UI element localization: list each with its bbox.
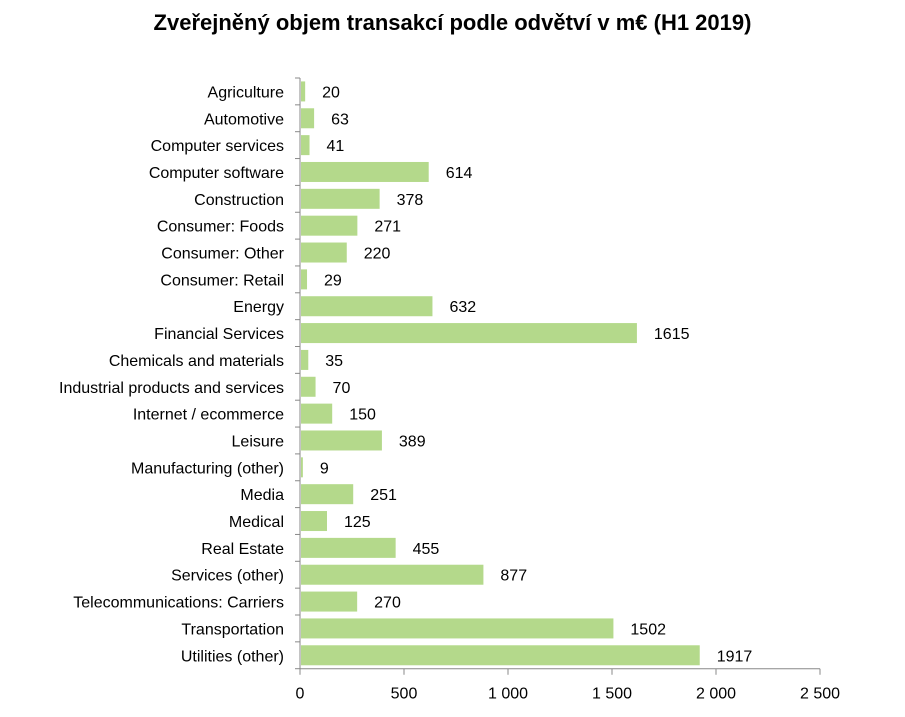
value-label: 35 [325,353,343,370]
x-tick-label: 1 000 [488,686,528,703]
bar [301,161,429,182]
bar [301,323,637,344]
category-label: Energy [233,299,284,316]
category-label: Financial Services [154,326,284,343]
category-label: Internet / ecommerce [133,407,284,424]
x-tick-label: 0 [296,686,305,703]
value-label: 20 [322,84,340,101]
bar [301,457,303,478]
bar [301,618,614,639]
value-label: 378 [397,192,424,209]
bar [301,188,380,209]
bar [301,296,433,317]
category-label: Industrial products and services [59,380,284,397]
x-tick-label: 1 500 [592,686,632,703]
chart-title: Zveřejněný objem transakcí podle odvětví… [153,10,752,35]
value-label: 150 [349,407,376,424]
value-label: 270 [374,595,401,612]
category-label: Computer software [149,165,284,182]
bar [301,484,354,505]
category-label: Real Estate [201,541,284,558]
bar [301,645,700,666]
category-label: Consumer: Other [161,246,284,263]
value-label: 9 [320,460,329,477]
bar [301,269,308,290]
value-label: 877 [500,568,527,585]
category-label: Utilities (other) [181,648,284,665]
bar [301,81,306,102]
category-label: Medical [229,514,284,531]
value-label: 1615 [654,326,690,343]
bar [301,403,333,424]
value-label: 29 [324,272,342,289]
category-label: Consumer: Retail [160,272,284,289]
value-label: 632 [449,299,476,316]
value-label: 220 [364,246,391,263]
x-tick-label: 2 500 [800,686,840,703]
value-label: 271 [374,219,401,236]
category-label: Transportation [181,621,284,638]
category-label: Manufacturing (other) [131,460,284,477]
bar [301,537,396,558]
bar [301,376,316,397]
category-label: Automotive [204,111,284,128]
value-label: 41 [327,138,345,155]
value-label: 1502 [630,621,666,638]
bar [301,511,327,532]
value-label: 125 [344,514,371,531]
bar [301,108,315,129]
value-label: 1917 [717,648,753,665]
value-label: 63 [331,111,349,128]
category-label: Computer services [151,138,284,155]
value-label: 455 [413,541,440,558]
bar [301,135,310,156]
category-label: Agriculture [208,84,285,101]
value-label: 251 [370,487,397,504]
category-label: Construction [194,192,284,209]
x-tick-label: 2 000 [696,686,736,703]
category-label: Media [240,487,284,504]
bar [301,591,358,612]
category-label: Services (other) [171,568,284,585]
bar [301,349,309,370]
bar [301,215,358,236]
bar [301,564,484,585]
value-label: 614 [446,165,473,182]
value-label: 70 [333,380,351,397]
category-label: Telecommunications: Carriers [73,595,284,612]
category-label: Consumer: Foods [157,219,284,236]
bar [301,242,347,263]
value-label: 389 [399,433,426,450]
category-label: Leisure [232,433,285,450]
bar [301,430,382,451]
category-label: Chemicals and materials [109,353,284,370]
x-tick-label: 500 [391,686,418,703]
